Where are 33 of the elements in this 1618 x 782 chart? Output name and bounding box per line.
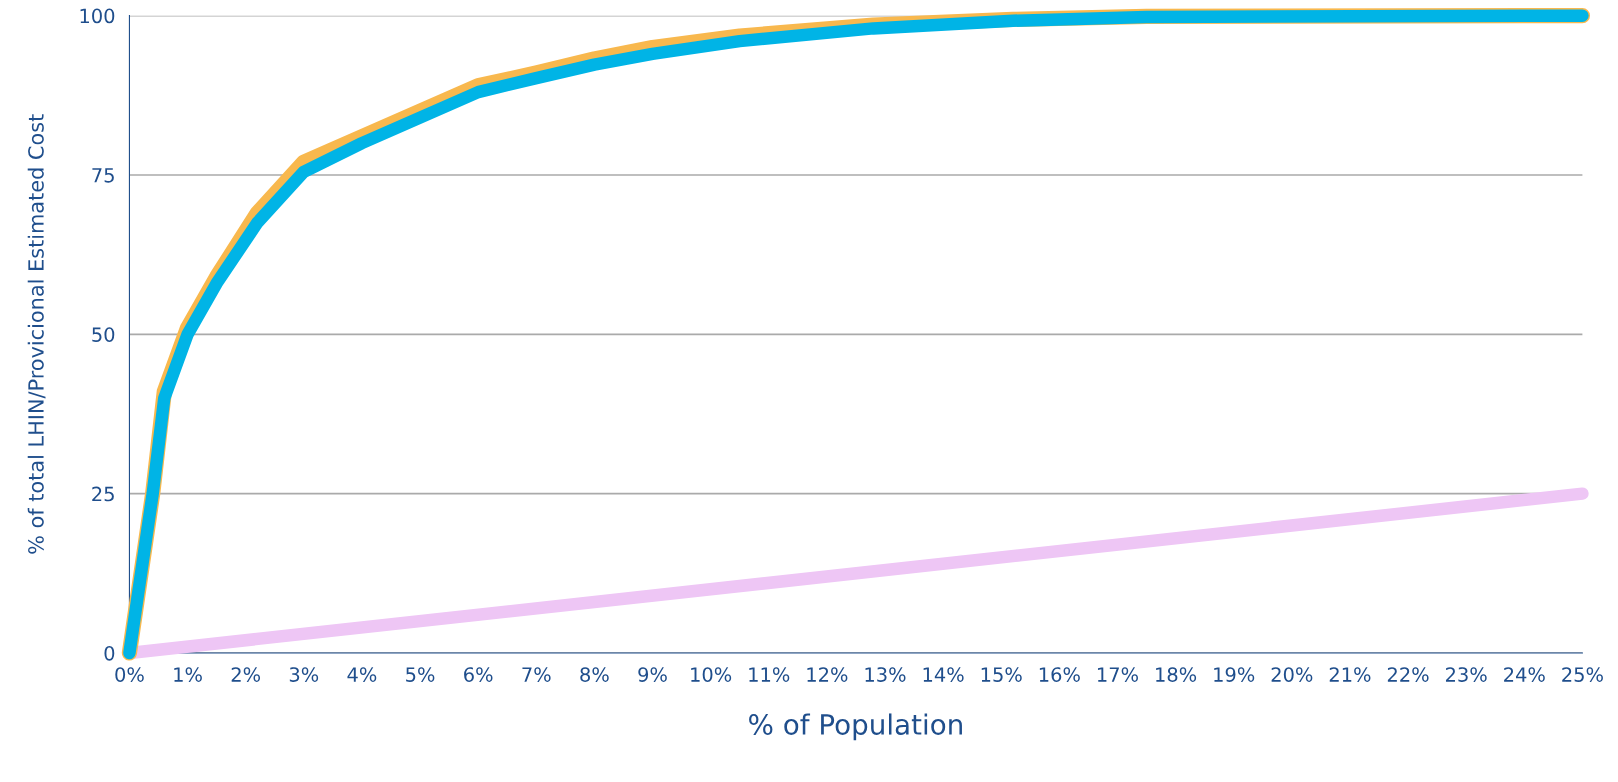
y-tick-label: 75 [92,168,114,183]
x-tick-label: 18% [1156,667,1197,682]
y-tick-label: 25 [92,486,114,502]
x-tick-label: 19% [1214,667,1255,682]
x-tick-label: 0% [115,667,144,682]
x-tick-label: 25% [1562,667,1603,682]
x-tick-label: 21% [1329,667,1371,682]
x-tick-label: 12% [807,667,848,682]
y-tick-label: 100 [80,8,115,24]
x-tick-label: 11% [749,667,790,682]
x-tick-label: 5% [406,667,435,682]
x-tick-label: 22% [1387,667,1429,682]
y-axis-title: % of total LHIN/Provicional Estimated Cost [27,114,46,554]
x-tick-label: 3% [289,667,319,682]
x-axis-title: % of Population [749,713,962,741]
y-tick-label: 50 [92,327,115,342]
x-tick-label: 4% [347,667,377,682]
x-tick-label: 9% [638,667,667,682]
x-tick-label: 16% [1039,667,1080,682]
x-tick-label: 14% [923,667,964,682]
x-tick-label: 6% [464,667,493,682]
x-tick-label: 20% [1271,667,1313,682]
x-tick-label: 15% [981,667,1022,682]
x-tick-label: 10% [691,667,732,682]
x-tick-label: 1% [174,667,202,682]
x-tick-label: 17% [1097,667,1138,682]
y-tick-label: 0 [104,645,115,661]
x-tick-label: 13% [865,667,906,682]
x-tick-label: 8% [580,667,609,682]
x-tick-label: 23% [1445,667,1487,682]
x-tick-label: 24% [1504,667,1545,682]
x-tick-label: 7% [522,667,551,682]
x-tick-label: 2% [231,667,261,682]
